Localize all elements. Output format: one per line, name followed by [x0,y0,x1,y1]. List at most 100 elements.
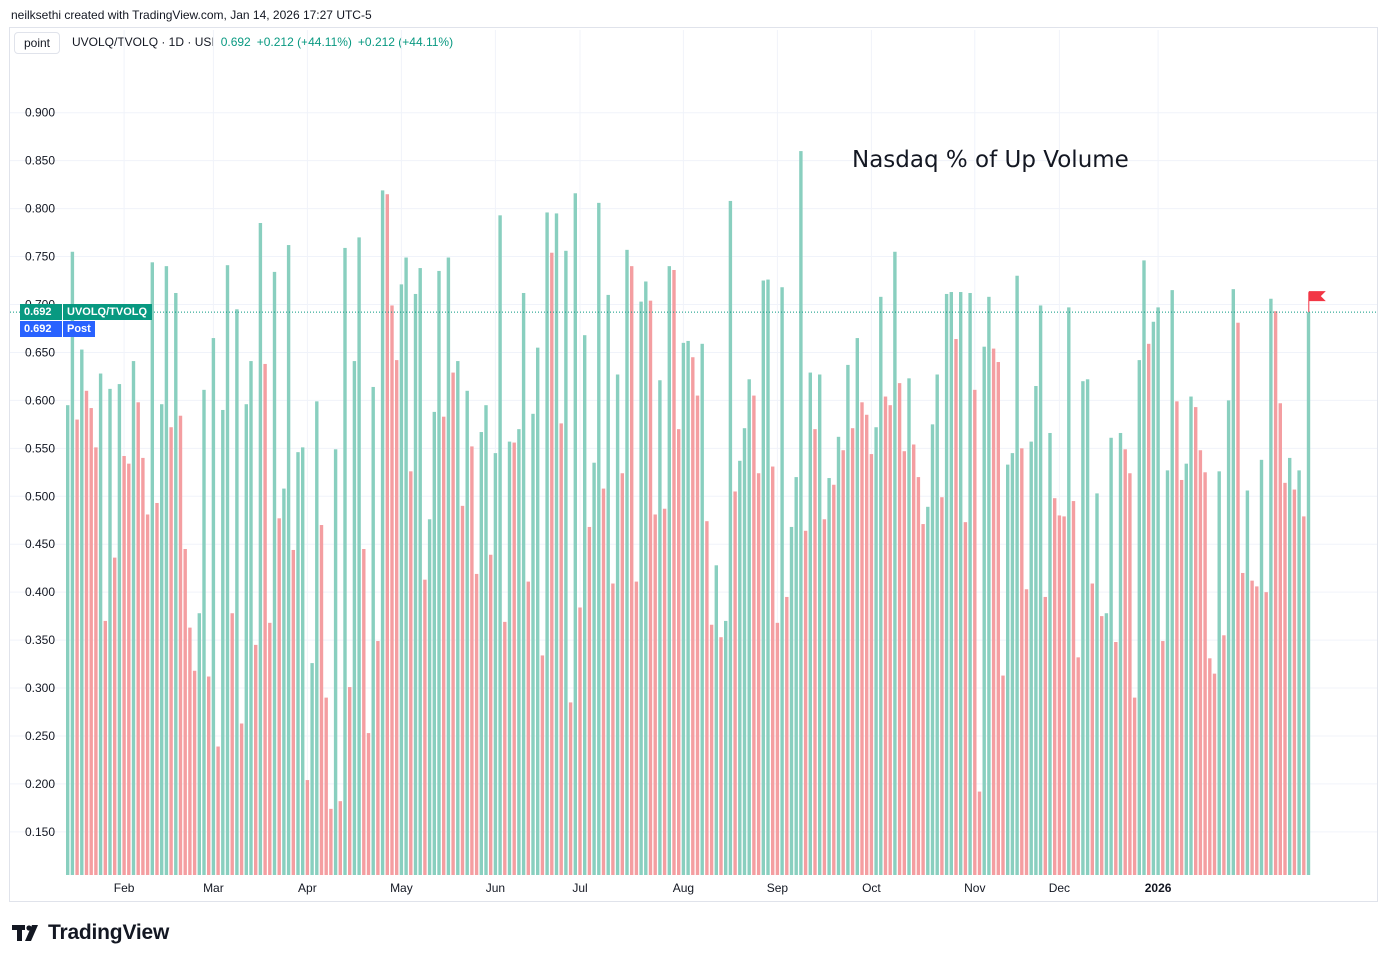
bar [1100,616,1104,875]
bar [611,583,615,875]
bar [98,373,103,875]
bar [1245,490,1250,875]
bar [376,641,380,875]
bar [1104,613,1109,875]
bar [808,372,812,875]
bar [395,360,399,875]
bar [550,252,554,876]
bar [1095,493,1099,875]
bar [202,389,206,875]
bar [658,380,662,875]
bar [474,573,479,875]
bar [1198,450,1203,875]
bar [996,362,1000,875]
bar [926,506,930,875]
tradingview-logo[interactable]: TradingView [12,920,169,946]
bar [324,697,328,875]
bar [1034,386,1038,875]
bar [117,384,122,875]
bar [1118,432,1123,875]
bar [841,450,845,875]
bar [907,378,911,875]
bar [1161,641,1165,875]
y-tick-label: 0.150 [25,825,55,839]
bar [1269,298,1273,875]
bar [799,151,803,875]
bar [1212,673,1217,875]
bar [935,374,939,875]
bar [380,190,385,875]
bar [352,361,357,876]
bar [197,613,201,875]
bar [780,287,784,875]
bar [1048,432,1052,875]
bar [1147,343,1151,875]
bar [479,432,483,875]
bar [1278,403,1282,875]
x-tick-label: May [390,881,413,895]
bar [221,409,225,875]
bar [249,361,253,876]
bar [968,292,972,875]
flag-icon[interactable] [1308,291,1326,302]
bar [1029,441,1033,875]
bar [319,525,324,875]
bar [263,363,267,875]
bar [634,581,639,875]
bar [385,194,389,875]
bar [150,262,154,875]
bar [681,342,686,876]
bar [192,670,197,875]
bar [921,524,925,875]
bar [916,477,921,875]
bar [695,395,700,875]
chart-frame [9,27,1378,902]
bar [752,395,756,875]
bar [625,249,629,876]
tradingview-wordmark: TradingView [48,921,170,944]
bar [1071,501,1076,875]
bar [268,622,272,875]
bar [940,497,944,875]
bar [1053,498,1057,875]
bar [1283,482,1287,875]
bar [865,414,869,875]
bar [860,402,864,875]
bar [333,449,338,875]
bar [94,447,98,875]
bar [883,396,888,875]
bar [155,502,159,875]
bar [169,427,173,875]
bar [554,213,559,876]
bar [145,514,150,875]
x-tick-label: Jul [572,881,587,895]
bar [1231,289,1235,875]
bar [606,294,610,876]
bar [1090,583,1094,875]
bar [827,478,831,875]
bar [89,408,93,875]
bar [1137,360,1141,875]
bar [691,357,695,875]
bar [310,663,314,875]
bar [944,293,949,875]
bar [761,280,765,875]
point-button[interactable]: point [14,32,60,54]
chart-credit: neilksethi created with TradingView.com,… [11,8,372,22]
bar [592,462,596,875]
bar [493,453,498,875]
y-tick-label: 0.650 [25,345,55,359]
x-tick-label: 2026 [1145,881,1172,895]
bar [888,405,892,875]
x-tick-label: Feb [114,881,135,895]
bar [789,526,794,875]
bar [639,301,643,875]
chart-legend: UVOLQ/TVOLQ · 1D · USI 0.692 +0.212 (+44.1… [72,35,453,49]
bar [451,372,455,875]
bar [775,622,780,875]
bar [597,202,601,876]
y-tick-label: 0.450 [25,537,55,551]
bar [1081,381,1085,875]
bar [1043,596,1047,875]
